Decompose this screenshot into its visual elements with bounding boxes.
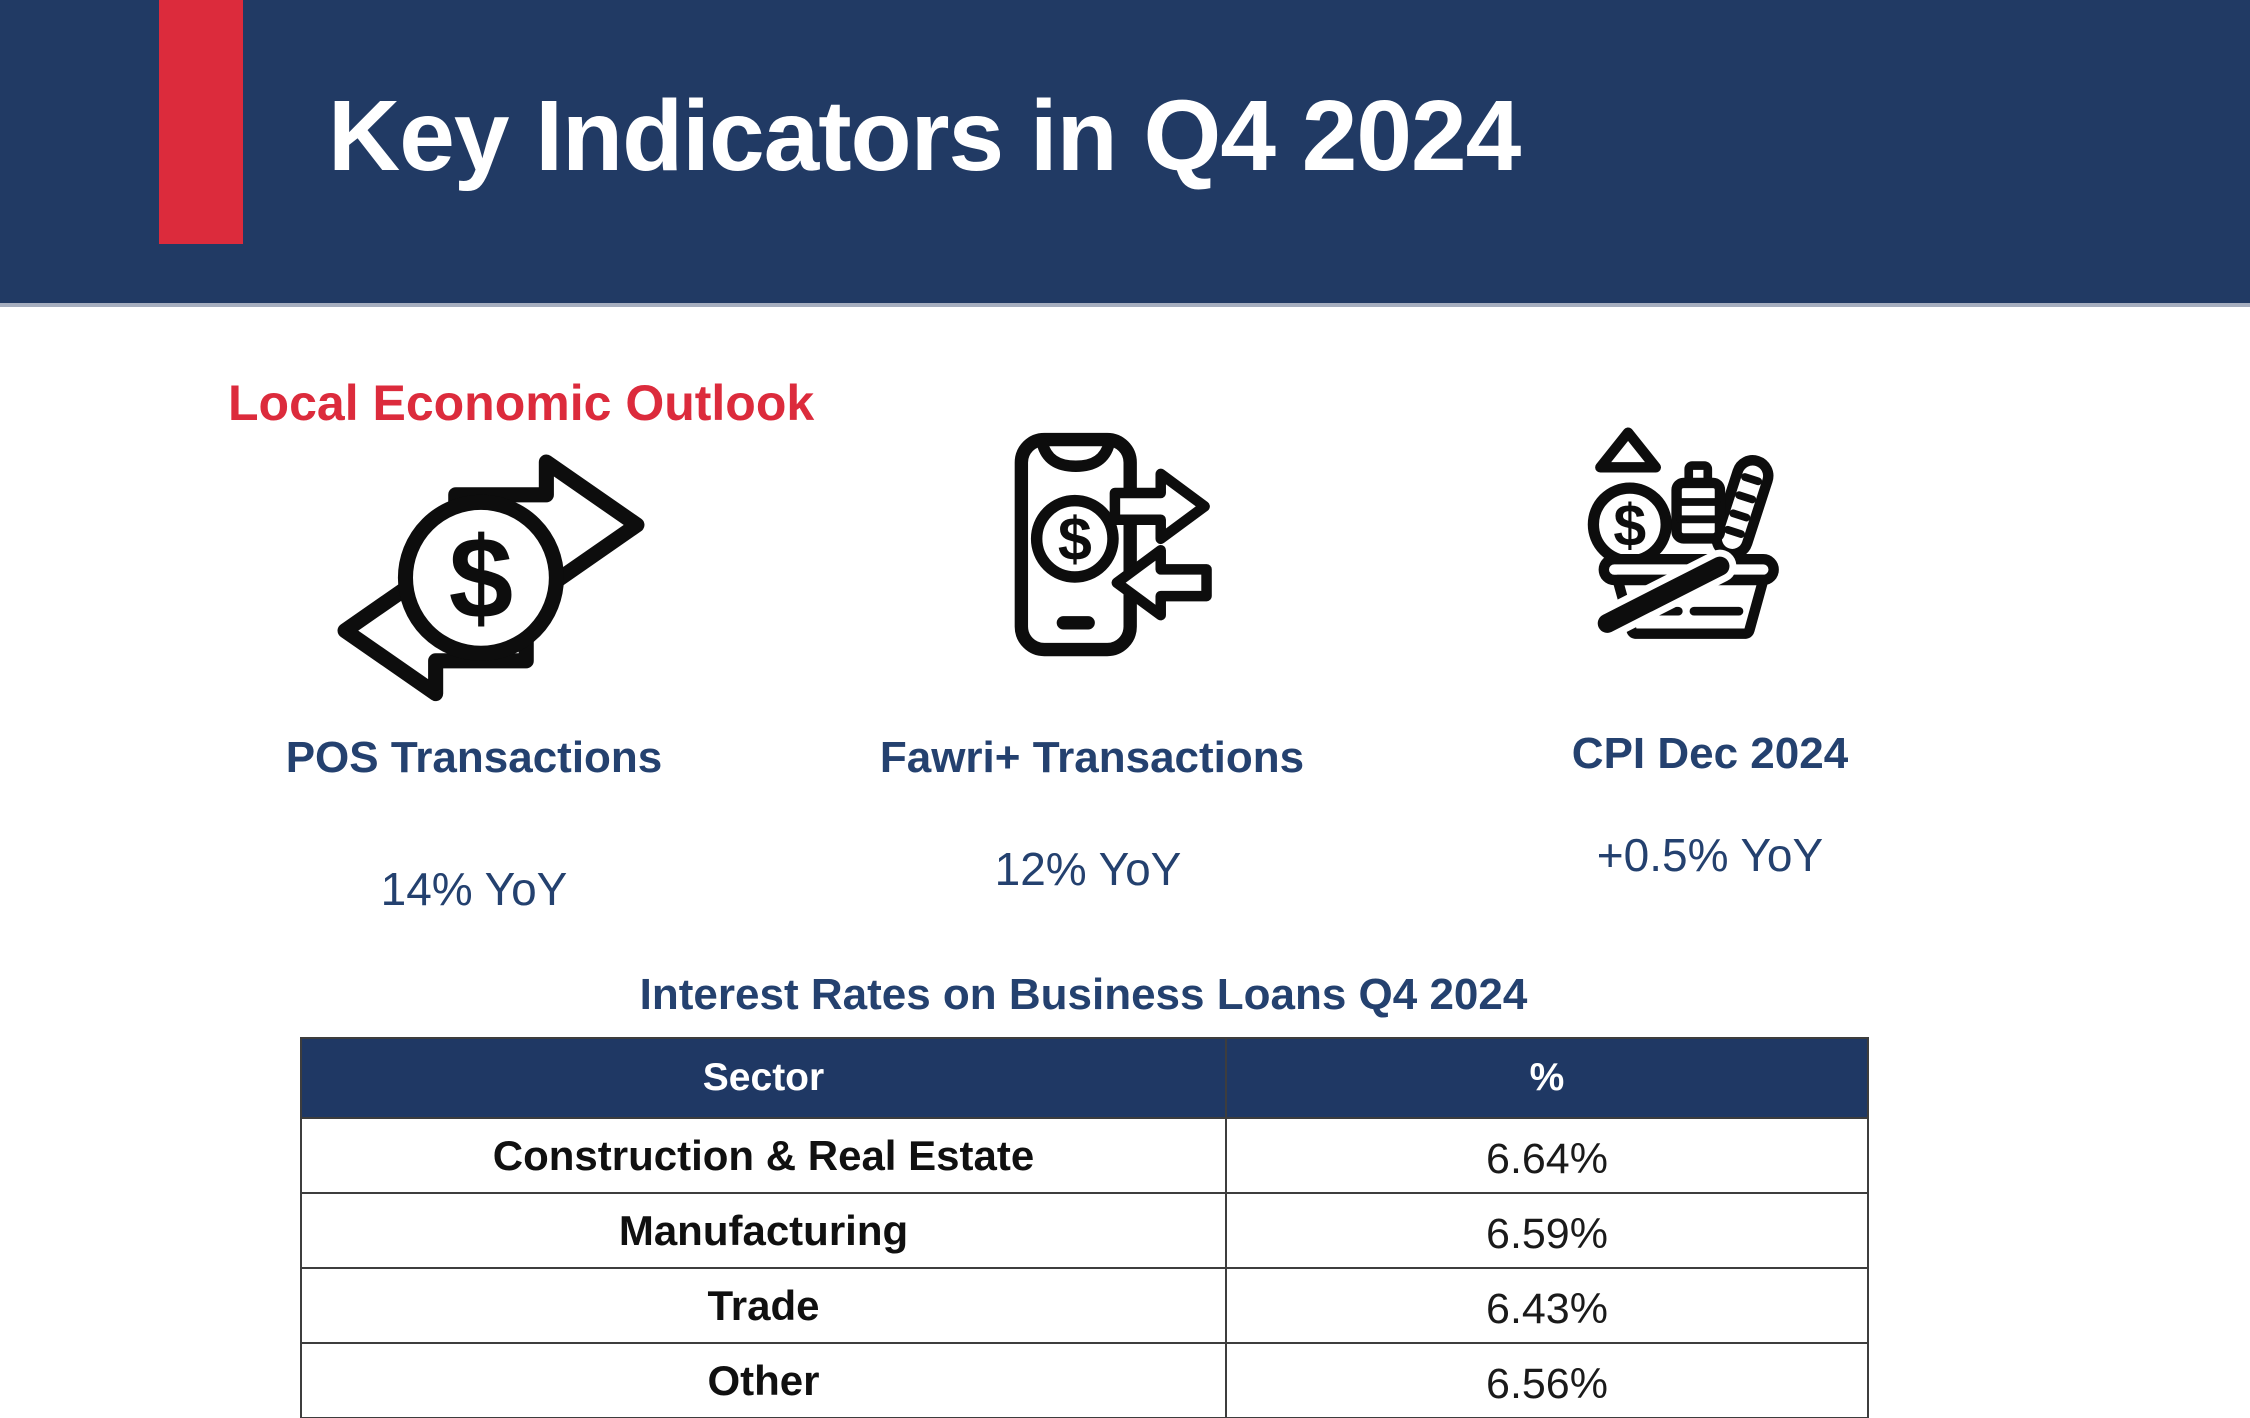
table-row: Construction & Real Estate 6.64% [300, 1117, 1869, 1194]
indicator-label-pos: POS Transactions [285, 733, 663, 782]
rate-cell: 6.64% [1225, 1117, 1869, 1194]
jar-icon [1671, 477, 1726, 544]
table-header-row: Sector % [300, 1037, 1869, 1119]
sector-cell: Other [300, 1342, 1227, 1418]
phone-notch [1036, 437, 1115, 472]
money-transfer-icon: $ [337, 454, 645, 702]
table-row: Manufacturing 6.59% [300, 1192, 1869, 1269]
jar-ridges [1676, 498, 1721, 524]
sector-cell: Trade [300, 1267, 1227, 1344]
grocery-basket-icon: $ [1587, 427, 1779, 640]
interest-rates-table: Sector % Construction & Real Estate 6.64… [300, 1037, 1869, 1418]
dollar-coin-icon [1030, 494, 1119, 583]
table-row: Trade 6.43% [300, 1267, 1869, 1344]
indicator-value-fawri: 12% YoY [994, 843, 1182, 895]
basket-handle [1597, 556, 1730, 633]
sector-cell: Manufacturing [300, 1192, 1227, 1269]
column-header-rate: % [1225, 1037, 1869, 1119]
sector-cell: Construction & Real Estate [300, 1117, 1227, 1194]
dollar-coin-icon [397, 494, 564, 661]
indicator-label-cpi: CPI Dec 2024 [1571, 729, 1849, 778]
mobile-payment-icon: $ [1014, 432, 1212, 657]
rate-cell: 6.56% [1225, 1342, 1869, 1418]
section-title: Local Economic Outlook [228, 375, 815, 431]
red-accent-bar [159, 0, 243, 244]
column-header-sector: Sector [300, 1037, 1227, 1119]
slide-header-banner: Key Indicators in Q4 2024 [0, 0, 2250, 307]
arrow-right-icon [1109, 468, 1210, 545]
slide-title: Key Indicators in Q4 2024 [328, 80, 1521, 192]
indicator-value-cpi: +0.5% YoY [1596, 829, 1824, 881]
indicator-label-fawri: Fawri+ Transactions [879, 733, 1305, 782]
baguette-scores [1723, 473, 1763, 538]
dollar-glyph: $ [449, 513, 513, 643]
dollar-glyph: $ [1058, 505, 1092, 573]
rate-cell: 6.43% [1225, 1267, 1869, 1344]
rate-cell: 6.59% [1225, 1192, 1869, 1269]
arrow-left-icon [1111, 545, 1212, 621]
dollar-glyph: $ [1613, 493, 1646, 558]
up-triangle-icon [1595, 427, 1662, 473]
table-row: Other 6.56% [300, 1342, 1869, 1418]
indicator-value-pos: 14% YoY [380, 863, 568, 915]
table-title: Interest Rates on Business Loans Q4 2024 [639, 970, 1528, 1019]
